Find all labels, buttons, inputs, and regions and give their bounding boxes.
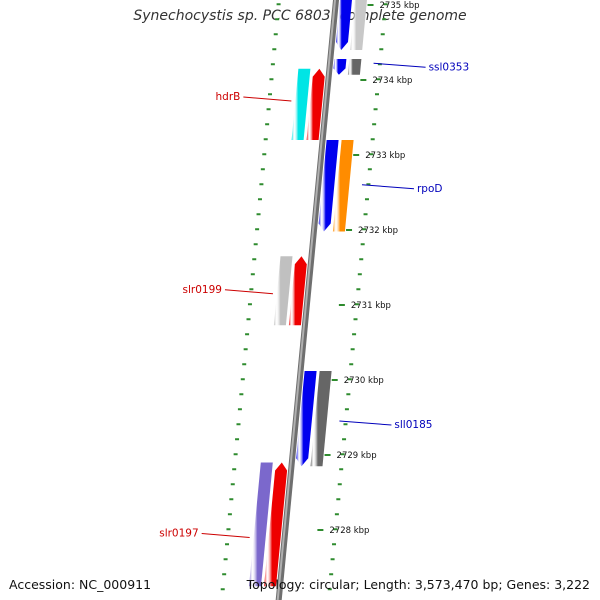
gene-leader-line [243,96,292,102]
gene-leader-line [224,289,273,295]
gene-feature [310,371,332,467]
gene-feature [249,462,273,587]
kbp-tick-label: 2731 kbp [351,301,391,311]
kbp-tick-label: 2733 kbp [365,151,405,161]
gene-feature [306,68,325,140]
gene-feature [332,140,354,232]
gene-label: hdrB [216,91,241,103]
kbp-tick-label: 2734 kbp [372,76,412,86]
gene-label: sll0185 [394,419,432,431]
gene-leader-line [361,184,415,190]
gene-leader-line [201,533,250,538]
kbp-tick-label: 2732 kbp [358,226,398,236]
gene-feature [296,371,317,467]
kbp-tick-label: 2729 kbp [337,451,377,461]
genome-backbone-highlight [276,0,337,600]
gene-label: slr0199 [183,284,222,296]
kbp-tick-label: 2730 kbp [344,376,384,386]
gene-feature [288,256,307,326]
gene-feature [318,140,339,232]
kbp-tick-label: 2728 kbp [329,526,369,536]
gene-feature [273,256,293,326]
gene-feature [264,462,288,587]
gene-feature [347,59,362,75]
gene-feature [350,0,367,50]
kbp-tick-label: 2735 kbp [380,1,420,11]
gene-leader-line [373,62,426,68]
accession-text: Accession: NC_000911 [9,577,152,592]
gene-feature [336,0,352,50]
gene-label: slr0197 [159,528,198,540]
gene-leader-line [339,420,392,426]
gene-feature [333,59,347,75]
gene-feature [291,68,311,140]
gene-label: ssl0353 [429,61,470,73]
gene-label: rpoD [417,183,443,195]
topology-text: Topology: circular; Length: 3,573,470 bp… [246,577,590,592]
